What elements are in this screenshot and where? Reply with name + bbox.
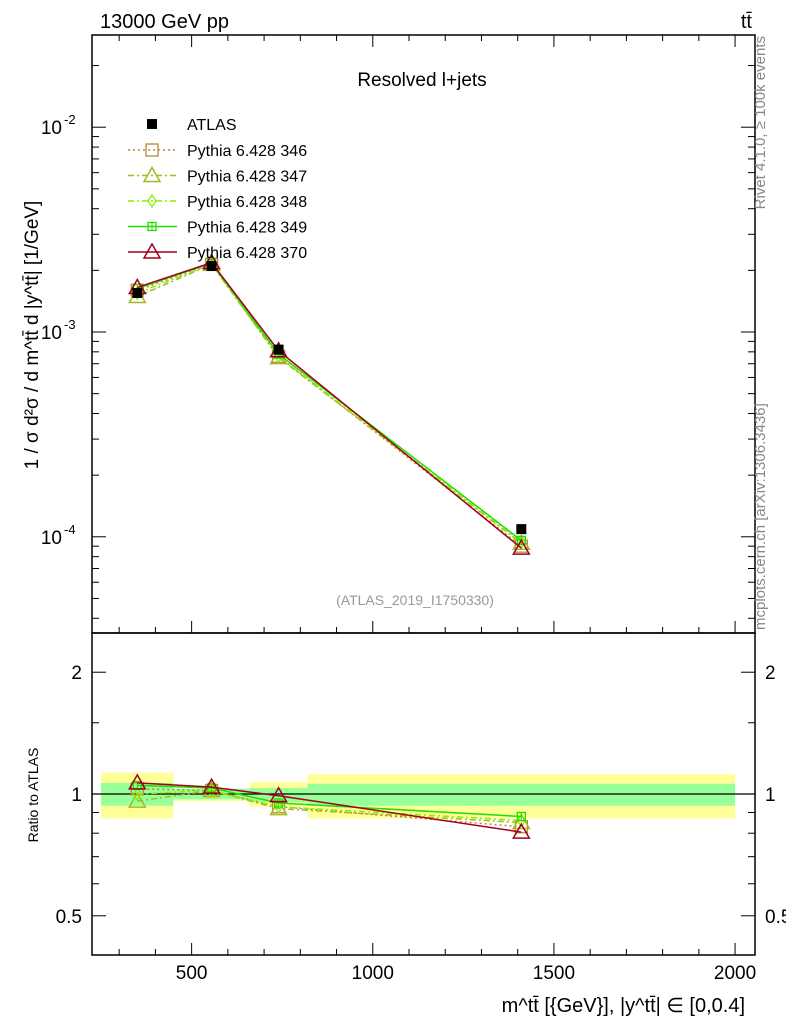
series-line	[137, 263, 522, 547]
ratio-point	[512, 822, 531, 839]
series-line	[137, 262, 522, 542]
ratio-point	[127, 791, 147, 808]
stat-uncertainty-band	[307, 783, 736, 806]
ratio-point	[273, 799, 284, 814]
series-3	[132, 258, 526, 822]
ratio-series-line	[137, 782, 522, 833]
legend-label: Pythia 6.428 370	[187, 245, 307, 262]
ratio-plot-frame	[91, 632, 756, 956]
legend-marker	[147, 193, 157, 209]
y-tick-exponent: -2	[64, 112, 76, 127]
ratio-tick-label-right: 0.5	[765, 907, 786, 928]
side-label-mcplots: mcplots.cern.ch [arXiv:1306.3436]	[752, 403, 769, 630]
x-tick-label: 1500	[533, 963, 575, 984]
header-left: 13000 GeV pp	[100, 11, 229, 33]
series-4	[127, 253, 531, 839]
ratio-series-line	[137, 784, 522, 818]
legend-label: Pythia 6.428 349	[187, 220, 307, 237]
y-tick-exponent: -3	[64, 317, 76, 332]
legend-marker	[142, 165, 162, 183]
legend-marker	[145, 143, 159, 157]
series-point	[516, 535, 527, 550]
y-tick-label: 10	[41, 118, 62, 139]
data-point	[516, 524, 527, 535]
data-point	[206, 261, 217, 272]
header-right: tt̄	[741, 11, 753, 33]
data-point	[273, 344, 284, 355]
series-point	[512, 538, 531, 555]
legend-label: ATLAS	[187, 117, 237, 134]
ratio-point	[202, 777, 221, 794]
ratio-point	[269, 786, 288, 803]
side-label-rivet: Rivet 4.1.0, ≥ 100k events	[752, 36, 769, 209]
ratio-tick-label: 1	[71, 785, 82, 806]
x-tick-label: 500	[176, 963, 208, 984]
ratio-point	[132, 786, 143, 802]
y-tick-exponent: -4	[64, 522, 76, 537]
x-tick-label: 2000	[714, 963, 756, 984]
series-group	[127, 253, 531, 839]
x-tick-label: 1000	[352, 963, 394, 984]
y-tick-label: 10	[41, 528, 62, 549]
x-axis-label: m^tt̄ [{GeV}], |y^tt̄| ∈ [0,0.4]	[502, 995, 745, 1017]
legend-label: Pythia 6.428 348	[187, 194, 307, 211]
data-point	[132, 288, 143, 299]
ratio-series-line	[137, 789, 522, 822]
ratio-y-axis-label: Ratio to ATLAS	[25, 748, 41, 843]
ratio-tick-label: 0.5	[56, 907, 82, 928]
ratio-tick-label: 2	[71, 663, 82, 684]
y-tick-label: 10	[41, 323, 62, 344]
ratio-series-line	[137, 789, 522, 824]
ratio-point	[127, 773, 147, 790]
ratio-series-line	[137, 788, 522, 828]
watermark: (ATLAS_2019_I1750330)	[336, 592, 494, 608]
legend-label: Pythia 6.428 346	[187, 143, 307, 160]
series-0	[130, 257, 528, 834]
ratio-tick-label-right: 1	[765, 785, 776, 806]
series-line	[137, 261, 522, 549]
ratio-tick-label-right: 2	[765, 663, 776, 684]
legend-marker-atlas	[147, 119, 157, 129]
y-axis-label: 1 / σ d²σ / d m^tt̄ d |y^tt̄| [1/GeV]	[22, 201, 43, 470]
legend: Pythia 6.428 346 Pythia 6.428 347 Pythia 6…	[128, 117, 307, 262]
legend-marker	[142, 242, 162, 259]
plot-title: Resolved l+jets	[357, 70, 486, 91]
ratio-point	[516, 813, 527, 828]
series-1	[127, 254, 531, 830]
series-2	[132, 257, 527, 828]
legend-label: Pythia 6.428 347	[187, 169, 307, 186]
